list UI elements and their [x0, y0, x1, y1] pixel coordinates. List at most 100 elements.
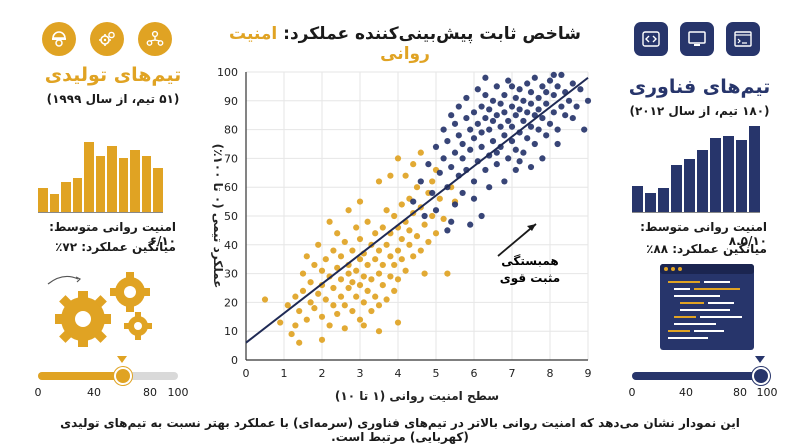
- y-tick-label: 100: [217, 66, 238, 79]
- x-tick-label: 3: [357, 367, 364, 380]
- right-stat-perf: میانگین عملکرد: ۸۸٪: [646, 242, 767, 256]
- tech-point: [489, 117, 497, 125]
- left-slider-knob[interactable]: [114, 367, 132, 385]
- y-tick-label: 20: [224, 296, 238, 309]
- manufacturing-point: [292, 293, 299, 300]
- left-histogram-bar: [153, 168, 163, 212]
- tech-point: [467, 126, 474, 133]
- tech-point: [482, 91, 489, 99]
- right-histogram: [632, 126, 760, 213]
- code-window-icon: [660, 264, 754, 350]
- manufacturing-point: [372, 293, 379, 300]
- annotation-line1: همبستگی: [501, 254, 559, 268]
- tech-point: [550, 109, 557, 116]
- tech-point: [546, 77, 554, 84]
- chart-points: [261, 71, 592, 346]
- tech-point: [539, 155, 546, 162]
- tech-point: [554, 83, 561, 90]
- tech-point: [489, 97, 497, 104]
- manufacturing-point: [299, 270, 307, 277]
- tech-point: [470, 178, 478, 185]
- manufacturing-point: [318, 336, 326, 343]
- manufacturing-point: [375, 178, 383, 185]
- tech-point: [410, 198, 417, 205]
- manufacturing-point: [337, 276, 345, 283]
- right-histogram-bar: [684, 158, 695, 212]
- tech-point: [451, 120, 459, 127]
- tech-point: [501, 109, 508, 116]
- right-panel: تیم‌های فناوری (۱۸۰ تیم، از سال ۲۰۱۲) ام…: [612, 14, 787, 414]
- tech-point: [421, 212, 428, 220]
- x-tick-label: 8: [547, 367, 554, 380]
- y-tick-label: 80: [224, 124, 238, 137]
- left-histogram: [38, 132, 163, 213]
- tech-point: [508, 103, 516, 110]
- manufacturing-point: [379, 261, 386, 269]
- manufacturing-point: [372, 256, 379, 263]
- manufacturing-point: [436, 195, 443, 202]
- left-histogram-bar: [72, 178, 83, 212]
- manufacturing-point: [432, 230, 440, 237]
- left-panel: تیم‌های تولیدی (۵۱ تیم، از سال ۱۹۹۹) امن…: [28, 14, 198, 414]
- manufacturing-point: [356, 256, 364, 263]
- manufacturing-point: [322, 256, 329, 263]
- chart-ticks: 0 10 20 30 40 50 60 70 80 90 100 0 1 2 3 4 5 6 7 8 9: [217, 66, 592, 380]
- annotation: همبستگی مثبت قوی: [497, 223, 561, 286]
- manufacturing-point: [356, 235, 364, 243]
- tech-point: [482, 74, 489, 81]
- tech-point: [581, 126, 588, 133]
- tech-point: [539, 83, 546, 90]
- right-histogram-bar: [736, 139, 747, 212]
- tech-point: [459, 189, 466, 197]
- left-stat-avg: امنیت روانی متوسط: ۶/۱۰: [49, 220, 176, 248]
- tech-point: [550, 91, 557, 99]
- right-slider-fill: [632, 372, 761, 380]
- right-team-title: تیم‌های فناوری: [628, 76, 771, 98]
- tech-point: [440, 126, 447, 133]
- manufacturing-point: [417, 247, 424, 254]
- tech-point: [535, 94, 542, 102]
- tech-point: [569, 114, 576, 122]
- manufacturing-point: [440, 215, 447, 222]
- tech-point: [512, 146, 519, 153]
- tech-point: [470, 135, 478, 142]
- footer-caption: این نمودار نشان می‌دهد که امنیت روانی با…: [60, 416, 740, 444]
- manufacturing-point: [410, 161, 417, 168]
- manufacturing-point: [398, 201, 405, 208]
- tech-point: [467, 146, 474, 153]
- annotation-line2: مثبت قوی: [500, 271, 561, 286]
- manufacturing-point: [379, 224, 386, 231]
- tech-point: [512, 166, 519, 174]
- manufacturing-point: [337, 253, 345, 260]
- right-slider-knob[interactable]: [752, 367, 771, 385]
- manufacturing-point: [330, 302, 337, 309]
- manufacturing-point: [406, 227, 413, 234]
- tech-point: [524, 135, 531, 142]
- manufacturing-point: [318, 313, 326, 320]
- tech-point: [474, 86, 481, 93]
- left-stat-perf: میانگین عملکرد: ۷۲٪: [55, 240, 176, 254]
- tech-point: [531, 74, 538, 81]
- tech-point: [448, 112, 455, 119]
- right-slider-marker-icon: [755, 356, 766, 363]
- manufacturing-point: [398, 256, 405, 263]
- tech-point: [486, 126, 493, 133]
- tech-point: [478, 143, 485, 150]
- manufacturing-point: [375, 328, 383, 335]
- right-histogram-bar: [645, 193, 656, 212]
- tech-point: [527, 89, 535, 96]
- right-histogram-bar: [632, 186, 643, 212]
- tech-point: [482, 166, 489, 174]
- manufacturing-point: [387, 172, 394, 179]
- manufacturing-point: [394, 319, 402, 326]
- tech-point: [451, 149, 459, 156]
- left-histogram-bar: [130, 149, 140, 212]
- y-tick-label: 60: [224, 181, 238, 194]
- manufacturing-point: [334, 230, 341, 237]
- tech-point: [543, 89, 550, 96]
- scatter-chart: 0 10 20 30 40 50 60 70 80 90 100 0 1 2 3 4 5 6 7 8 9 سطح امن…: [211, 66, 592, 404]
- tech-point: [448, 163, 455, 171]
- tech-point: [497, 100, 504, 107]
- right-icon-row: [634, 22, 760, 56]
- x-tick-label: 7: [509, 367, 516, 380]
